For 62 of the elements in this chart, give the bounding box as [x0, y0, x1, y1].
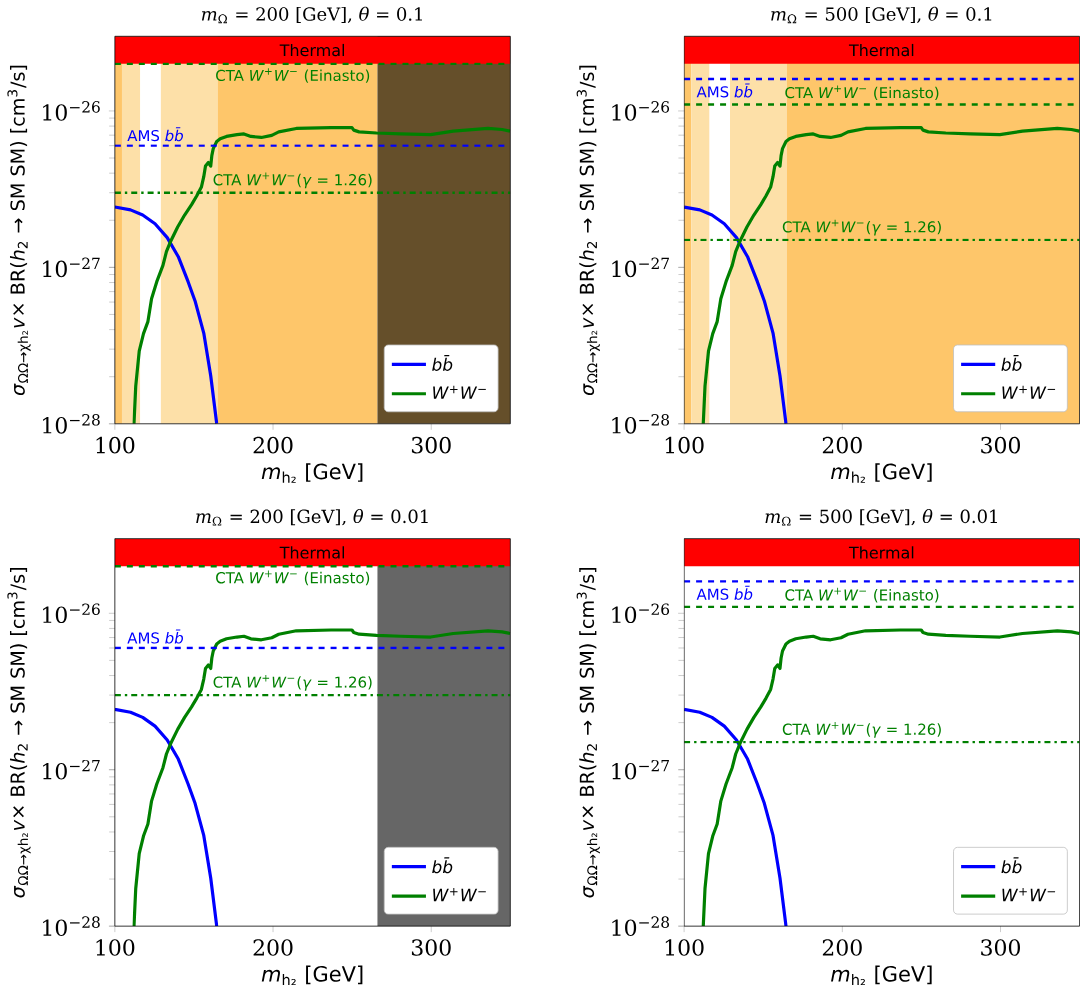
- y-tick-label: 10$^{−26}$: [43, 101, 100, 121]
- chart-title: m$_{Ω}$ = 500 [GeV], θ = 0.1: [771, 6, 992, 24]
- x-axis-title: m$_{h₂}$ [GeV]: [831, 965, 932, 986]
- ref-line-label: AMS bb̄: [127, 127, 183, 142]
- x-tick-label: 200: [822, 939, 862, 956]
- legend-label: bb̄: [432, 857, 453, 874]
- line-series: [114, 707, 219, 927]
- chart-title: m$_{Ω}$ = 500 [GeV], θ = 0.01: [765, 509, 997, 526]
- chart-title: m$_{Ω}$ = 200 [GeV], θ = 0.01: [196, 509, 428, 526]
- annotation: CTA W$^{+}$W$^{−}$(γ = 1.26): [213, 674, 372, 691]
- band-label: Thermal: [848, 43, 914, 57]
- text: σ$_{ΩΩ→χh₂}$v× BR(h$_{2}$ → SM SM) [cm$^{3}$/s]: [576, 568, 600, 898]
- ref-line-label: CTA W$^{+}$W$^{−}$ (Einasto): [785, 587, 939, 603]
- x-tick-label: 100: [665, 939, 704, 956]
- x-tick-label: 100: [665, 436, 704, 454]
- x-tick-label: 300: [981, 939, 1020, 956]
- x-tick-label: 200: [253, 939, 293, 956]
- ref-line-label: CTA W$^{+}$W$^{−}$ (Einasto): [216, 570, 370, 586]
- legend-label: bb̄: [1001, 857, 1022, 874]
- x-axis-title: m$_{h₂}$ [GeV]: [261, 965, 363, 986]
- ref-line-label: CTA W$^{+}$W$^{−}$ (Einasto): [785, 85, 939, 101]
- y-tick-label: 10$^{−27}$: [43, 759, 100, 780]
- y-tick-label: 10$^{−28}$: [612, 916, 670, 936]
- x-tick-label: 300: [981, 436, 1020, 454]
- text: σ$_{ΩΩ→χh₂}$v× BR(h$_{2}$ → SM SM) [cm$^{3}$/s]: [576, 65, 600, 396]
- x-tick-label: 300: [411, 436, 451, 454]
- x-tick-label: 100: [96, 436, 135, 454]
- x-tick-label: 100: [96, 939, 135, 956]
- y-tick-label: 10$^{−28}$: [43, 413, 100, 434]
- x-axis-title: m$_{h₂}$ [GeV]: [261, 463, 363, 483]
- chart-title: m$_{Ω}$ = 200 [GeV], θ = 0.1: [201, 6, 422, 24]
- legend-label: W$^{+}$W$^{−}$: [433, 385, 486, 399]
- y-tick-label: 10$^{−26}$: [612, 603, 670, 624]
- legend-label: bb̄: [432, 354, 453, 371]
- y-tick-label: 10$^{−27}$: [43, 257, 100, 278]
- annotation: CTA W$^{+}$W$^{−}$(γ = 1.26): [782, 219, 941, 236]
- ref-line-label: AMS bb̄: [127, 629, 183, 644]
- y-tick-label: 10$^{−26}$: [612, 101, 670, 121]
- band-label: Thermal: [279, 43, 345, 57]
- ref-line-label: AMS bb̄: [696, 83, 753, 98]
- y-tick-label: 10$^{−27}$: [612, 759, 669, 780]
- x-tick-label: 200: [822, 436, 862, 454]
- ref-line-label: AMS bb̄: [696, 585, 753, 600]
- line-series: [114, 205, 219, 424]
- y-tick-label: 10$^{−28}$: [43, 916, 100, 936]
- legend-label: W$^{+}$W$^{−}$: [1002, 385, 1056, 399]
- band-label: Thermal: [848, 546, 914, 559]
- legend-label: W$^{+}$W$^{−}$: [433, 888, 486, 902]
- annotation: CTA W$^{+}$W$^{−}$(γ = 1.26): [213, 172, 372, 189]
- x-tick-label: 300: [411, 939, 451, 956]
- y-tick-label: 10$^{−28}$: [612, 413, 670, 434]
- legend-label: bb̄: [1001, 354, 1022, 371]
- x-tick-label: 200: [253, 436, 293, 454]
- y-tick-label: 10$^{−27}$: [612, 257, 669, 278]
- ref-line-label: CTA W$^{+}$W$^{−}$ (Einasto): [216, 68, 370, 83]
- annotation: CTA W$^{+}$W$^{−}$(γ = 1.26): [782, 722, 941, 738]
- x-axis-title: m$_{h₂}$ [GeV]: [831, 463, 932, 483]
- y-tick-label: 10$^{−26}$: [43, 603, 100, 624]
- band-label: Thermal: [279, 546, 345, 559]
- text: σ$_{ΩΩ→χh₂}$v× BR(h$_{2}$ → SM SM) [cm$^{3}$/s]: [7, 568, 31, 898]
- legend-label: W$^{+}$W$^{−}$: [1002, 888, 1056, 902]
- text: σ$_{ΩΩ→χh₂}$v× BR(h$_{2}$ → SM SM) [cm$^{3}$/s]: [7, 65, 31, 396]
